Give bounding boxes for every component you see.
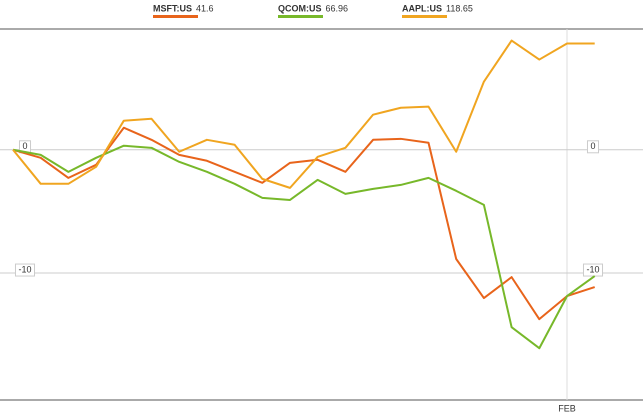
legend-swatch bbox=[153, 15, 198, 18]
legend-name: MSFT:US bbox=[153, 3, 192, 13]
tick-label-box bbox=[14, 263, 36, 277]
legend-swatch bbox=[402, 15, 447, 18]
x-tick-label: FEB bbox=[558, 403, 576, 413]
series-line bbox=[12, 39, 595, 189]
legend-value: 118.65 bbox=[446, 3, 473, 13]
legend-swatch bbox=[278, 15, 323, 18]
y-tick-label-right: 0 bbox=[590, 141, 595, 151]
legend-name: AAPL:US bbox=[402, 3, 442, 13]
tick-label-box bbox=[586, 140, 600, 154]
legend-value: 66.96 bbox=[326, 3, 349, 13]
legend-value: 41.6 bbox=[196, 3, 214, 13]
y-tick-label-left: -10 bbox=[18, 264, 31, 274]
legend-name: QCOM:US bbox=[278, 3, 322, 13]
y-tick-label-right: -10 bbox=[586, 264, 599, 274]
series-line bbox=[12, 144, 596, 350]
y-tick-label-left: 0 bbox=[22, 141, 27, 151]
series-line bbox=[12, 126, 596, 321]
